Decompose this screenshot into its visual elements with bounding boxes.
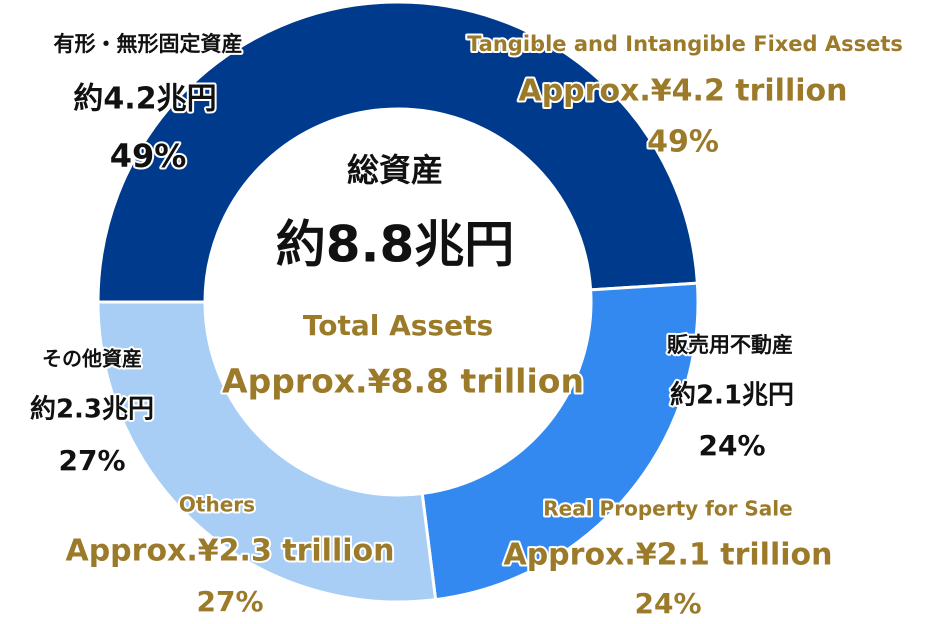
percent-label: 49% (647, 125, 719, 160)
slice (96, 300, 438, 604)
percent-label: 24% (634, 587, 701, 620)
percent-label: 27% (196, 585, 263, 618)
segment-label: Real Property for Sale (543, 497, 792, 521)
amount-label: Approx.¥2.3 trillion (65, 534, 394, 569)
segment-label: 販売用不動産 (667, 333, 793, 357)
segment-label: Tangible and Intangible Fixed Assets (467, 32, 903, 56)
slice (96, 0, 700, 304)
segment-label: 有形・無形固定資産 (54, 32, 243, 56)
percent-label: 27% (58, 444, 125, 477)
donut (96, 0, 700, 604)
segment-label: その他資産 (42, 347, 142, 371)
amount-label: Approx.¥4.2 trillion (518, 74, 847, 109)
segment-label: Others (179, 493, 255, 517)
amount-label: 約4.2兆円 (73, 82, 216, 117)
amount-label: 約2.3兆円 (30, 394, 154, 425)
percent-label: 49% (110, 137, 187, 175)
center-total-en: Approx.¥8.8 trillion (222, 362, 584, 401)
center-title-en: Total Assets (303, 309, 493, 342)
amount-label: Approx.¥2.1 trillion (503, 538, 832, 573)
slice (420, 281, 700, 602)
center-total: 約8.8兆円 (276, 216, 515, 274)
amount-label: 約2.1兆円 (670, 380, 794, 411)
percent-label: 24% (698, 429, 765, 462)
center-title: 総資産 (347, 151, 443, 189)
